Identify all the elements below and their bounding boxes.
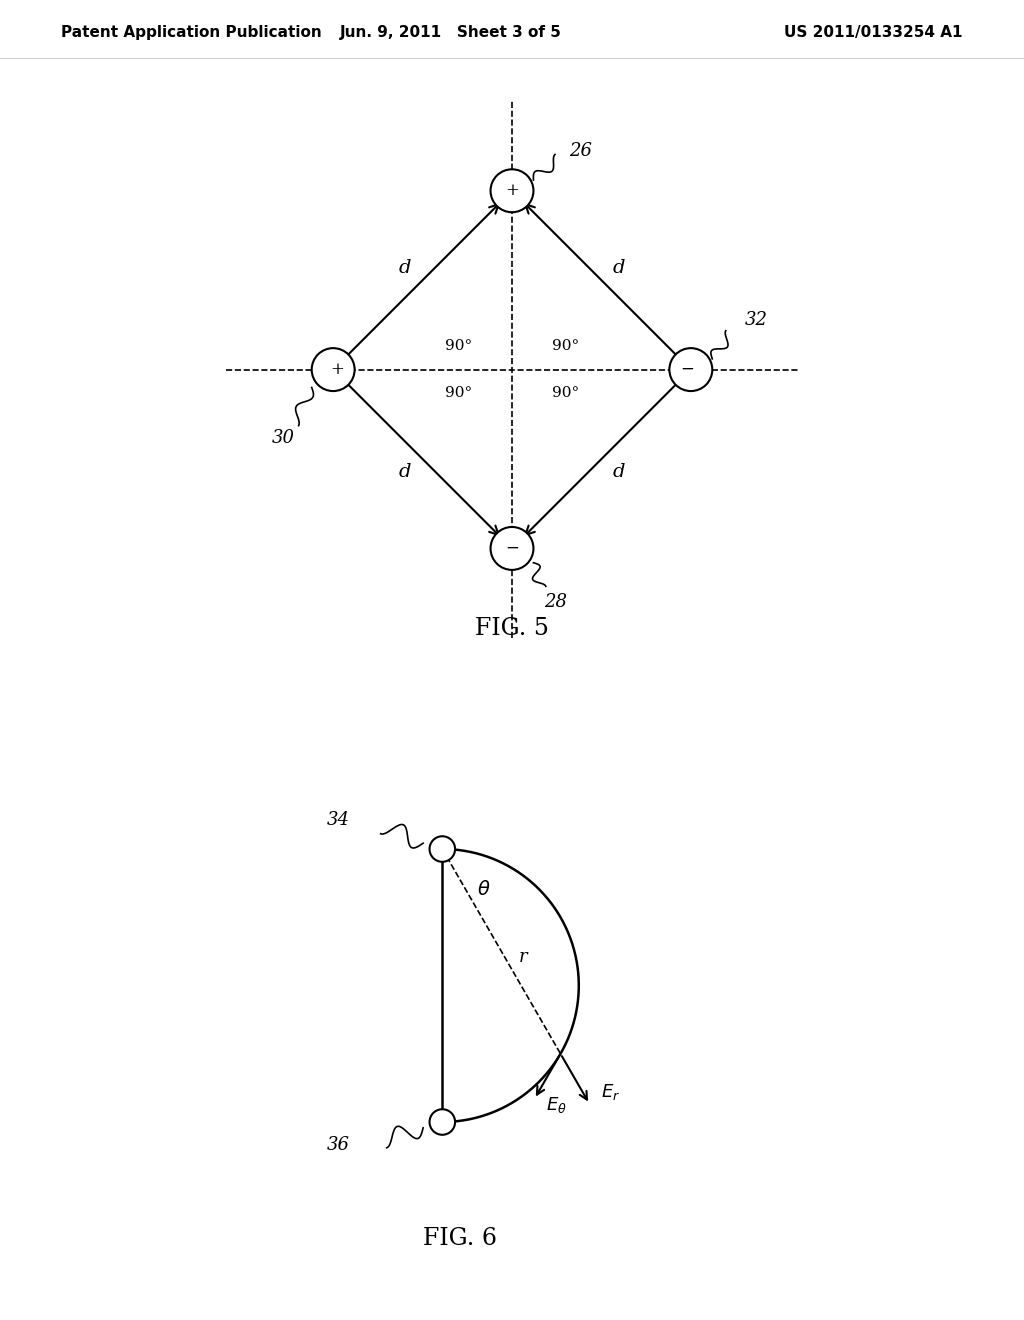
Text: 90°: 90° — [552, 339, 580, 354]
Text: $\theta$: $\theta$ — [477, 880, 490, 899]
Circle shape — [429, 1109, 455, 1135]
Text: r: r — [519, 948, 527, 966]
Text: 32: 32 — [744, 310, 768, 329]
Text: 28: 28 — [544, 593, 567, 611]
Text: Jun. 9, 2011   Sheet 3 of 5: Jun. 9, 2011 Sheet 3 of 5 — [340, 25, 561, 40]
Text: +: + — [330, 362, 344, 378]
Text: $E_r$: $E_r$ — [601, 1082, 621, 1102]
Circle shape — [490, 527, 534, 570]
Text: 26: 26 — [569, 143, 592, 161]
Text: 90°: 90° — [552, 385, 580, 400]
Circle shape — [490, 169, 534, 213]
Text: d: d — [398, 259, 411, 277]
Text: −: − — [505, 540, 519, 557]
Text: 90°: 90° — [444, 385, 472, 400]
Text: 30: 30 — [271, 429, 295, 446]
Circle shape — [311, 348, 354, 391]
Text: +: + — [505, 182, 519, 199]
Text: US 2011/0133254 A1: US 2011/0133254 A1 — [784, 25, 963, 40]
Text: d: d — [398, 462, 411, 480]
Text: FIG. 5: FIG. 5 — [475, 618, 549, 640]
Text: 90°: 90° — [444, 339, 472, 354]
Text: −: − — [680, 362, 694, 378]
Text: FIG. 6: FIG. 6 — [423, 1226, 497, 1250]
Text: $E_\theta$: $E_\theta$ — [546, 1094, 567, 1115]
Text: 34: 34 — [327, 810, 349, 829]
Text: d: d — [613, 462, 626, 480]
Text: d: d — [613, 259, 626, 277]
Circle shape — [670, 348, 713, 391]
Text: 36: 36 — [327, 1137, 349, 1154]
Circle shape — [429, 837, 455, 862]
Text: Patent Application Publication: Patent Application Publication — [61, 25, 323, 40]
